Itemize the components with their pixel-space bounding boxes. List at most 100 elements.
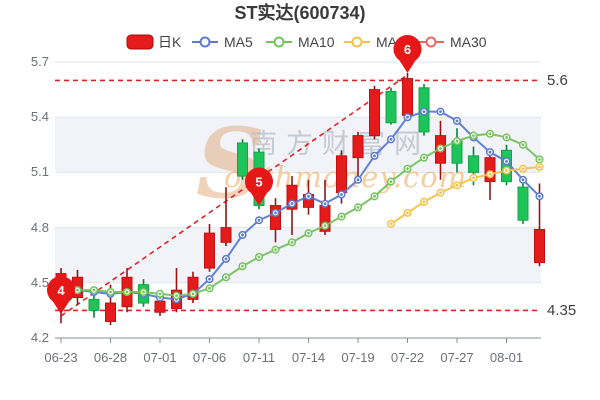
balloon-label: 6 [404, 42, 411, 57]
ma5-line-marker-dot [224, 257, 228, 261]
ma5-line-marker-dot [422, 110, 426, 114]
candle-body [534, 228, 545, 264]
candle-body [105, 302, 116, 322]
ma10-line-marker-dot [373, 194, 376, 198]
y-axis-label: 5.7 [31, 54, 49, 69]
split-band [55, 227, 541, 283]
candle-body [517, 186, 529, 221]
candle-body [286, 184, 298, 210]
ma10-line-marker-dot [208, 286, 211, 290]
chart-title: ST实达(600734) [234, 2, 365, 23]
y-axis-label: 4.2 [31, 330, 49, 345]
ma10-line-marker-dot [175, 294, 178, 298]
x-axis-label: 08-01 [490, 350, 523, 365]
marker-balloon-4: 4 [47, 276, 75, 315]
balloon-pin-shape [47, 276, 75, 315]
y-axis-label: 5.1 [31, 164, 49, 179]
balloon-label: 5 [255, 175, 262, 190]
legend-item-ma5[interactable]: MA5 [192, 34, 253, 50]
ma20-line-marker-dot [521, 167, 525, 171]
ma10-line-marker-dot [389, 180, 393, 184]
x-axis-label: 07-11 [243, 350, 275, 365]
candle [385, 87, 397, 125]
ma10-line-marker-dot [521, 143, 525, 147]
ma10-line-marker-dot [538, 158, 541, 161]
ma10-line-marker-dot [274, 248, 277, 252]
ma10-line-marker-dot [488, 132, 492, 136]
y-axis-label: 4.5 [31, 275, 49, 290]
legend-item-ma30[interactable]: MA30 [418, 34, 487, 50]
candle [369, 85, 380, 140]
ma5-line-marker-dot [257, 218, 261, 222]
legend: 日K MA5 MA10 MA20 MA30 [126, 34, 487, 50]
ma5-line-marker-dot [455, 119, 459, 123]
legend-item-label: MA30 [450, 34, 487, 50]
ma5-line-marker-dot [538, 194, 541, 198]
legend-item-daily-k[interactable]: 日K [126, 34, 182, 50]
ma5-line-marker-dot [323, 202, 327, 206]
candle-body [352, 135, 364, 159]
ma10-legend-circle [273, 36, 285, 48]
candle-body [88, 298, 100, 311]
candle-body [220, 227, 232, 243]
x-axis-label: 06-28 [94, 350, 127, 365]
ma10-line-marker-dot [257, 255, 261, 259]
legend-item-label: MA5 [224, 34, 253, 50]
candle [204, 223, 215, 272]
ma10-line-marker-dot [290, 240, 294, 244]
candle-body [336, 155, 347, 194]
ma5-line-marker-dot [389, 137, 393, 141]
x-axis-label: 07-19 [341, 350, 374, 365]
candle [517, 176, 529, 224]
ma30-legend-circle [425, 36, 437, 48]
ma10-line-marker-dot [422, 156, 426, 160]
candle-body [468, 155, 479, 173]
watermark-cn-text: 南方财富网 [250, 129, 430, 159]
candle-body [369, 89, 380, 137]
ref-labels: 5.6 4.35 [547, 72, 576, 319]
ma20-line-marker-dot [389, 222, 393, 226]
ma5-line-marker-dot [290, 202, 294, 206]
candlestick-series [55, 73, 545, 326]
ma5-line-marker-dot [505, 159, 508, 163]
candle-body [270, 205, 281, 230]
ma5-line-marker-dot [406, 115, 409, 119]
balloon-pin-shape [393, 35, 422, 74]
balloon-pin-shape [245, 167, 273, 206]
ma5-line-marker-dot [356, 178, 360, 182]
annotation-markers: 4 5 6 [47, 35, 422, 315]
ma20-line-marker-dot [439, 191, 442, 195]
candle-body [154, 300, 166, 313]
y-axis-label: 4.8 [31, 220, 49, 235]
ma10-line-marker-dot [76, 288, 79, 292]
x-axis: 06-23 06-28 07-01 07-06 07-11 07-14 07-1… [44, 350, 523, 365]
ma10-line-marker-dot [356, 205, 360, 209]
legend-item-ma10[interactable]: MA10 [266, 34, 335, 50]
candle-body [237, 142, 248, 177]
ma10-line-marker-dot [158, 292, 162, 296]
ma5-line-marker-dot [373, 154, 376, 158]
ref-line-label-low: 4.35 [547, 302, 576, 319]
candle-body [402, 78, 413, 116]
x-axis-label: 07-27 [440, 350, 473, 365]
ma5-legend-circle [199, 36, 211, 48]
ma20-line-marker-dot [538, 165, 541, 169]
ma5-line-marker-dot [439, 110, 442, 114]
trend-dashed-line [60, 74, 408, 317]
candle [237, 139, 248, 180]
ma20-line-marker-dot [422, 200, 426, 204]
ma20-line [386, 162, 544, 228]
y-axis-label: 5.4 [31, 109, 49, 124]
ma5-line-marker-dot [274, 211, 277, 215]
ma10-line-marker-dot [224, 275, 228, 279]
ma10-line-marker-dot [307, 231, 310, 235]
ma10-line-marker-dot [323, 224, 327, 228]
x-axis-label: 07-22 [391, 350, 424, 365]
ma10-line-marker-dot [142, 290, 145, 294]
ma10-line-marker-dot [505, 136, 508, 139]
ref-line-label-high: 5.6 [547, 72, 568, 89]
ma5-line-marker-dot [488, 150, 492, 154]
ma5-line-marker-dot [340, 193, 343, 196]
